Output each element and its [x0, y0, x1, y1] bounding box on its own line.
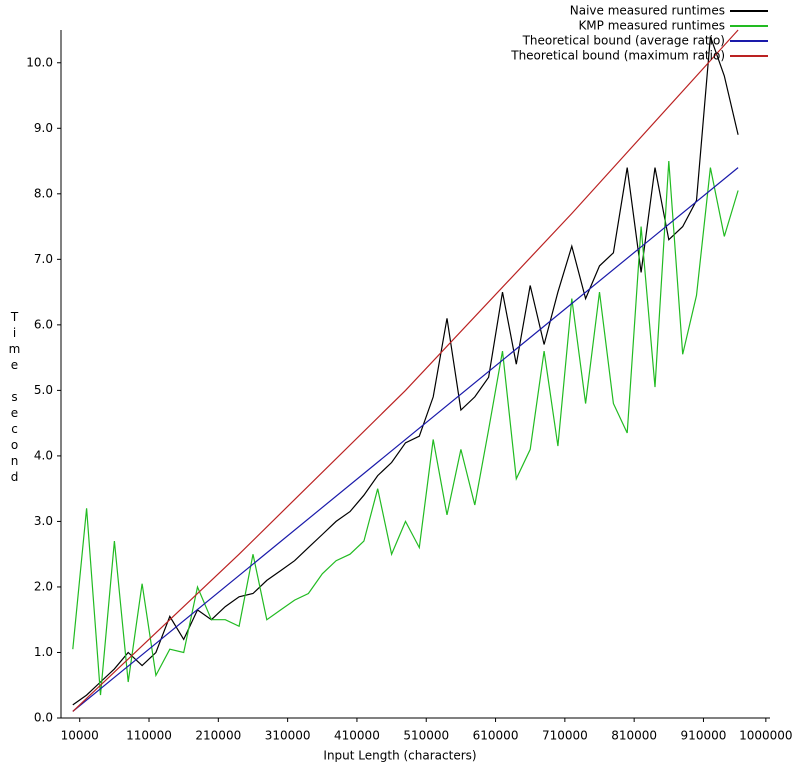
y-tick-label: 6.0	[34, 317, 53, 331]
x-tick-label: 610000	[473, 729, 519, 743]
legend-label: Theoretical bound (average ratio)	[522, 34, 725, 48]
x-tick-label: 510000	[403, 729, 449, 743]
x-tick-label: 210000	[195, 729, 241, 743]
x-tick-label: 910000	[681, 729, 727, 743]
y-tick-label: 5.0	[34, 383, 53, 397]
y-tick-label: 9.0	[34, 121, 53, 135]
legend-label: KMP measured runtimes	[578, 19, 725, 33]
x-axis-label: Input Length (characters)	[323, 749, 476, 763]
series-line	[72, 160, 739, 696]
x-tick-label: 710000	[542, 729, 588, 743]
x-tick-label: 310000	[265, 729, 311, 743]
x-tick-label: 1000000	[739, 729, 792, 743]
y-tick-label: 3.0	[34, 514, 53, 528]
y-axis-label: Time second	[8, 310, 22, 486]
series-line	[72, 36, 739, 706]
legend-label: Theoretical bound (maximum ratio)	[510, 49, 725, 63]
y-tick-label: 4.0	[34, 448, 53, 462]
y-tick-label: 8.0	[34, 186, 53, 200]
x-tick-label: 810000	[611, 729, 657, 743]
y-tick-label: 2.0	[34, 579, 53, 593]
y-tick-label: 1.0	[34, 645, 53, 659]
x-tick-label: 10000	[61, 729, 99, 743]
x-tick-label: 110000	[126, 729, 172, 743]
series-line	[72, 29, 739, 712]
y-tick-label: 7.0	[34, 252, 53, 266]
x-tick-label: 410000	[334, 729, 380, 743]
legend-label: Naive measured runtimes	[570, 4, 725, 18]
y-tick-label: 0.0	[34, 711, 53, 725]
series-line	[72, 167, 739, 712]
y-tick-label: 10.0	[26, 55, 53, 69]
